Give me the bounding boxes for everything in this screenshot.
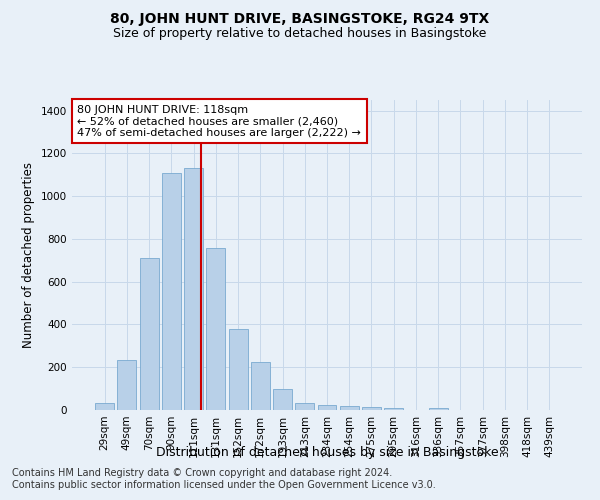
Bar [140, 258, 158, 410]
Text: 80, JOHN HUNT DRIVE, BASINGSTOKE, RG24 9TX: 80, JOHN HUNT DRIVE, BASINGSTOKE, RG24 9… [110, 12, 490, 26]
Bar [429, 408, 448, 410]
Text: Contains public sector information licensed under the Open Government Licence v3: Contains public sector information licen… [12, 480, 436, 490]
Bar [273, 388, 292, 410]
Bar [206, 248, 225, 410]
Text: Distribution of detached houses by size in Basingstoke: Distribution of detached houses by size … [155, 446, 499, 459]
Text: 80 JOHN HUNT DRIVE: 118sqm
← 52% of detached houses are smaller (2,460)
47% of s: 80 JOHN HUNT DRIVE: 118sqm ← 52% of deta… [77, 104, 361, 138]
Bar [317, 404, 337, 410]
Bar [362, 407, 381, 410]
Bar [251, 362, 270, 410]
Text: Contains HM Land Registry data © Crown copyright and database right 2024.: Contains HM Land Registry data © Crown c… [12, 468, 392, 477]
Bar [162, 172, 181, 410]
Bar [184, 168, 203, 410]
Bar [229, 329, 248, 410]
Bar [95, 402, 114, 410]
Y-axis label: Number of detached properties: Number of detached properties [22, 162, 35, 348]
Bar [384, 408, 403, 410]
Text: Size of property relative to detached houses in Basingstoke: Size of property relative to detached ho… [113, 28, 487, 40]
Bar [340, 406, 359, 410]
Bar [295, 402, 314, 410]
Bar [118, 360, 136, 410]
